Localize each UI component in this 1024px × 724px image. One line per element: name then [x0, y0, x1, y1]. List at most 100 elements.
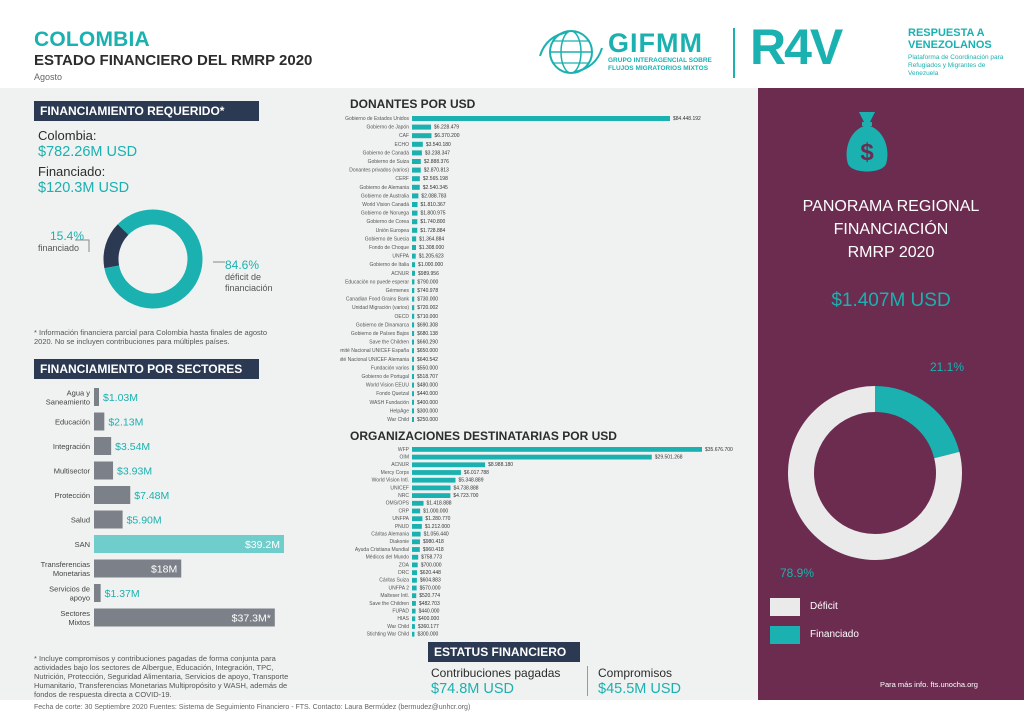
bar-category-label: OIM: [400, 455, 409, 461]
bar-category-label: ACNUR: [391, 462, 409, 468]
bar-category-label: Malteser Intl.: [380, 593, 409, 599]
funded-pct-label: financiado: [38, 243, 80, 253]
bar-mark: [412, 531, 421, 537]
page-title: COLOMBIA: [34, 28, 150, 51]
bar-mark: [412, 193, 419, 199]
bar-value-label: $6.017.788: [464, 470, 489, 476]
bar-mark: [412, 356, 414, 362]
sector-value-label: $3.93M: [117, 466, 152, 478]
bar-category-label: Mercy Corps: [381, 470, 410, 476]
bar-value-label: $480.000: [417, 383, 438, 389]
sector-category-label: SAN: [75, 540, 90, 549]
bar-value-label: $35.676.700: [705, 447, 733, 453]
sector-category-label: Mixtos: [68, 618, 90, 627]
bar-value-label: $300.000: [417, 408, 438, 414]
sector-category-label: Salud: [71, 516, 90, 525]
donut-slice-0: [103, 224, 129, 269]
bar-value-label: $3.238.347: [425, 150, 450, 156]
colombia-donut-chart: [103, 209, 203, 309]
bar-value-label: $620.448: [420, 570, 441, 576]
bar-category-label: Gobierno de Australia: [361, 193, 409, 199]
bar-category-label: Save the Children: [369, 340, 409, 346]
regional-deficit-pct: 78.9%: [780, 566, 815, 580]
bar-value-label: $1.740.800: [420, 219, 445, 225]
bar-value-label: $1.810.367: [421, 202, 446, 208]
regional-title: PANORAMA REGIONAL FINANCIACIÓN RMRP 2020: [758, 195, 1024, 264]
bar-mark: [412, 585, 417, 591]
bar-mark: [412, 313, 415, 319]
bar-value-label: $1.056.440: [424, 532, 449, 538]
sector-bar: [94, 535, 284, 553]
bar-mark: [412, 631, 415, 637]
sector-category-label: Transferencias: [41, 560, 91, 569]
funded-pointer-line: [75, 239, 90, 252]
requerido-note: * Información financiera parcial para Co…: [34, 328, 268, 346]
sector-category-label: Sectores: [60, 609, 90, 618]
bar-value-label: $1.000.000: [418, 262, 443, 268]
sector-category-label: Servicios de: [49, 585, 90, 594]
bar-mark: [412, 601, 416, 606]
bar-mark: [412, 219, 418, 225]
bar-value-label: $650.000: [417, 348, 438, 354]
financiado-value: $120.3M USD: [38, 180, 130, 196]
bar-category-label: Gobierno de Suiza: [368, 159, 410, 165]
bar-mark: [412, 417, 414, 422]
bar-category-label: PNUD: [395, 524, 410, 530]
bar-mark: [412, 167, 421, 173]
bar-value-label: $1.364.884: [419, 236, 444, 242]
bar-value-label: $550.000: [417, 365, 438, 371]
bar-mark: [412, 454, 652, 460]
bar-category-label: CAF: [399, 133, 409, 139]
bar-mark: [412, 331, 415, 336]
bar-value-label: $700.000: [421, 562, 442, 568]
sector-category-label: apoyo: [70, 594, 90, 603]
bar-category-label: Gobierno de Alemania: [360, 185, 410, 191]
sector-bar: [94, 584, 101, 602]
bar-mark: [412, 577, 417, 583]
bar-category-label: Diakonie: [390, 539, 410, 545]
bar-mark: [412, 624, 415, 629]
bar-category-label: CRP: [398, 508, 409, 514]
bar-mark: [412, 547, 420, 552]
sector-bar: [94, 608, 275, 627]
bar-category-label: CERF: [395, 176, 409, 182]
bar-value-label: $300.000: [417, 632, 438, 638]
legend-funded-swatch: [770, 626, 800, 644]
deficit-pct: 84.6%: [225, 258, 260, 272]
regional-amount: $1.407M USD: [831, 290, 951, 311]
bar-mark: [412, 493, 451, 498]
bar-value-label: $6.370.200: [434, 133, 459, 139]
bar-mark: [412, 470, 461, 475]
bar-category-label: HelpAge: [390, 408, 409, 414]
more-info-link[interactable]: Para más info. fts.unocha.org: [880, 680, 978, 689]
bar-mark: [412, 382, 414, 388]
bar-mark: [412, 210, 418, 216]
bar-value-label: $520.774: [419, 593, 440, 599]
legend-funded-label: Financiado: [810, 629, 859, 640]
bar-mark: [412, 262, 416, 268]
section-financiamiento-requerido: FINANCIAMIENTO REQUERIDO*: [34, 101, 259, 121]
deficit-pct-label: déficit de financiación: [225, 272, 273, 293]
bar-category-label: UNFPA: [392, 516, 409, 522]
regional-title-line2: FINANCIACIÓN: [833, 221, 949, 238]
bar-category-label: Comité Nacional UNICEF España: [340, 348, 409, 354]
bar-category-label: World Vision EEUU: [366, 383, 410, 389]
legend-deficit-label: Déficit: [810, 601, 838, 612]
sector-bar: [94, 559, 182, 578]
bar-mark: [412, 516, 423, 522]
bar-mark: [412, 236, 417, 242]
report-month: Agosto: [34, 72, 63, 82]
r4v-logo-title: RESPUESTA A VENEZOLANOS: [908, 27, 992, 51]
bar-mark: [412, 485, 451, 491]
bar-value-label: $440.000: [417, 391, 438, 397]
bar-value-label: $690.308: [417, 322, 438, 328]
bar-mark: [412, 399, 414, 405]
bar-category-label: Cáritas Suiza: [379, 578, 409, 584]
bar-category-label: Fondo de Choque: [369, 245, 409, 251]
bar-value-label: $758.773: [421, 555, 442, 561]
donut-slice-0: [874, 386, 960, 459]
funded-pct: 15.4%: [50, 229, 85, 243]
financiado-label: Financiado:: [38, 164, 106, 179]
bar-value-label: $400.000: [418, 616, 439, 622]
sector-bar: [94, 437, 112, 455]
